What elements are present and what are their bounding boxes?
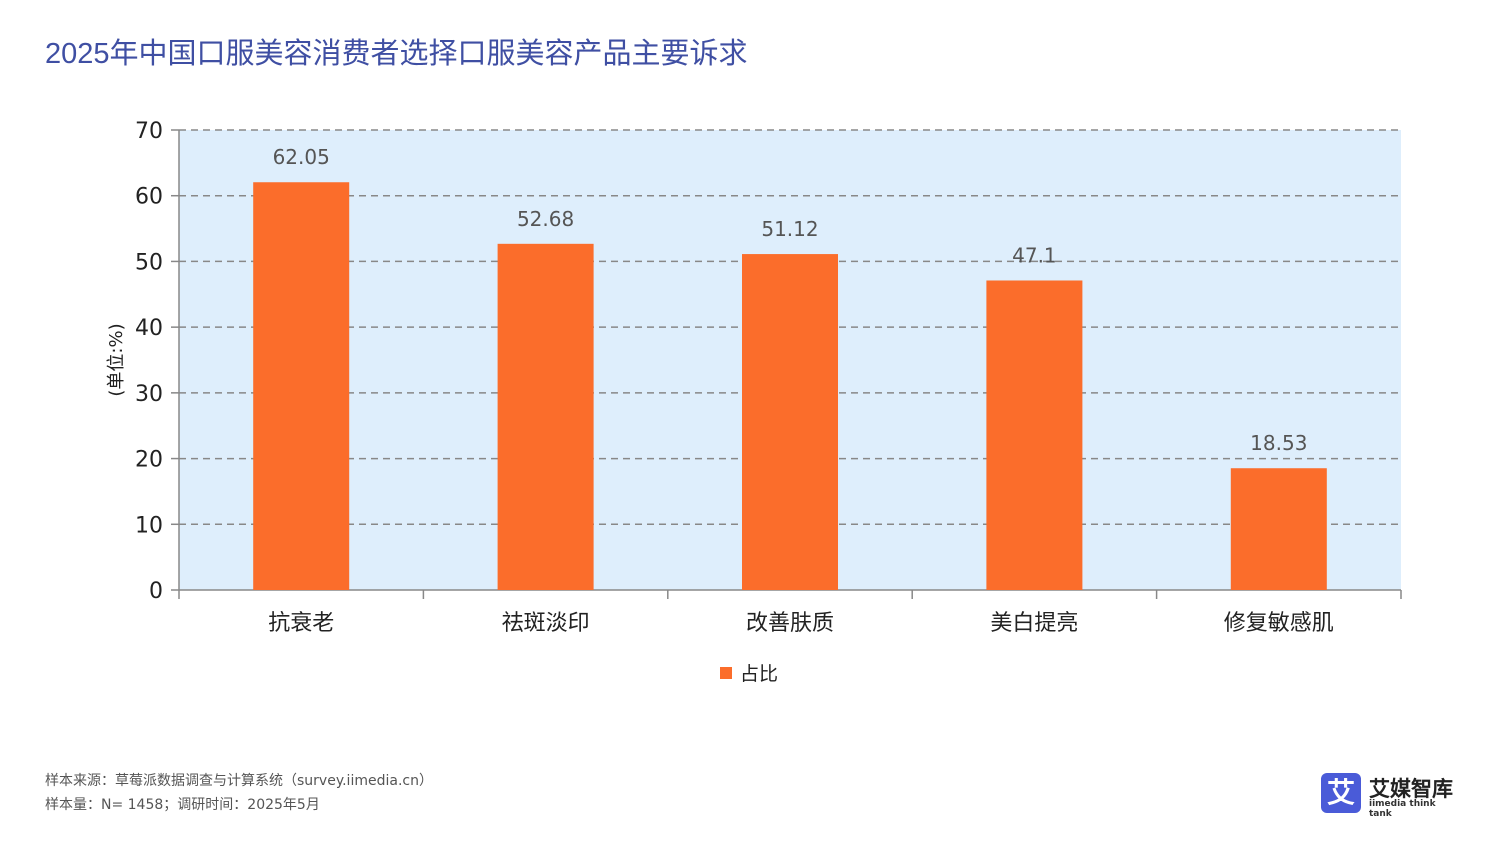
legend-label: 占比: [740, 663, 778, 685]
bar: [253, 182, 350, 590]
source-note: 样本来源：草莓派数据调查与计算系统（survey.iimedia.cn）: [45, 773, 433, 789]
x-tick-label: 抗衰老: [268, 611, 334, 636]
x-tick-label: 祛斑淡印: [502, 611, 590, 636]
y-tick-label: 60: [135, 185, 163, 210]
y-tick-label: 40: [135, 316, 163, 341]
y-tick-label: 10: [135, 513, 163, 538]
y-tick-label: 50: [135, 250, 163, 275]
x-tick-label: 美白提亮: [990, 611, 1078, 636]
y-tick-label: 0: [149, 579, 163, 604]
x-tick-label: 改善肤质: [746, 611, 834, 636]
logo-sub: iimedia think tank: [1369, 799, 1436, 819]
iimedia-logo: 艾 艾媒智库 iimedia think tank: [1321, 773, 1461, 819]
y-tick-label: 30: [135, 382, 163, 407]
logo-mark: 艾: [1321, 773, 1361, 813]
logo-name: 艾媒智库: [1369, 777, 1453, 801]
y-tick-label: 20: [135, 448, 163, 473]
bar: [986, 280, 1083, 590]
y-tick-label: 70: [135, 119, 163, 144]
data-label: 47.1: [1012, 243, 1057, 267]
bar: [497, 243, 594, 590]
data-label: 18.53: [1250, 431, 1307, 455]
bar: [742, 254, 838, 590]
data-label: 51.12: [761, 217, 818, 241]
y-axis-label: (单位:%): [106, 323, 127, 396]
bar: [1230, 468, 1327, 590]
chart-title: 2025年中国口服美容消费者选择口服美容产品主要诉求: [45, 38, 748, 70]
x-tick-label: 修复敏感肌: [1224, 611, 1334, 636]
data-label: 62.05: [273, 145, 330, 169]
data-label: 52.68: [517, 207, 574, 231]
bar-chart: 0 10 20 30 40 50 60 70 62.05 抗衰老 52.68 祛斑淡印 51.12 改善肤…: [106, 119, 1402, 685]
legend-swatch: [720, 667, 732, 679]
sample-note: 样本量：N= 1458；调研时间：2025年5月: [45, 797, 320, 813]
